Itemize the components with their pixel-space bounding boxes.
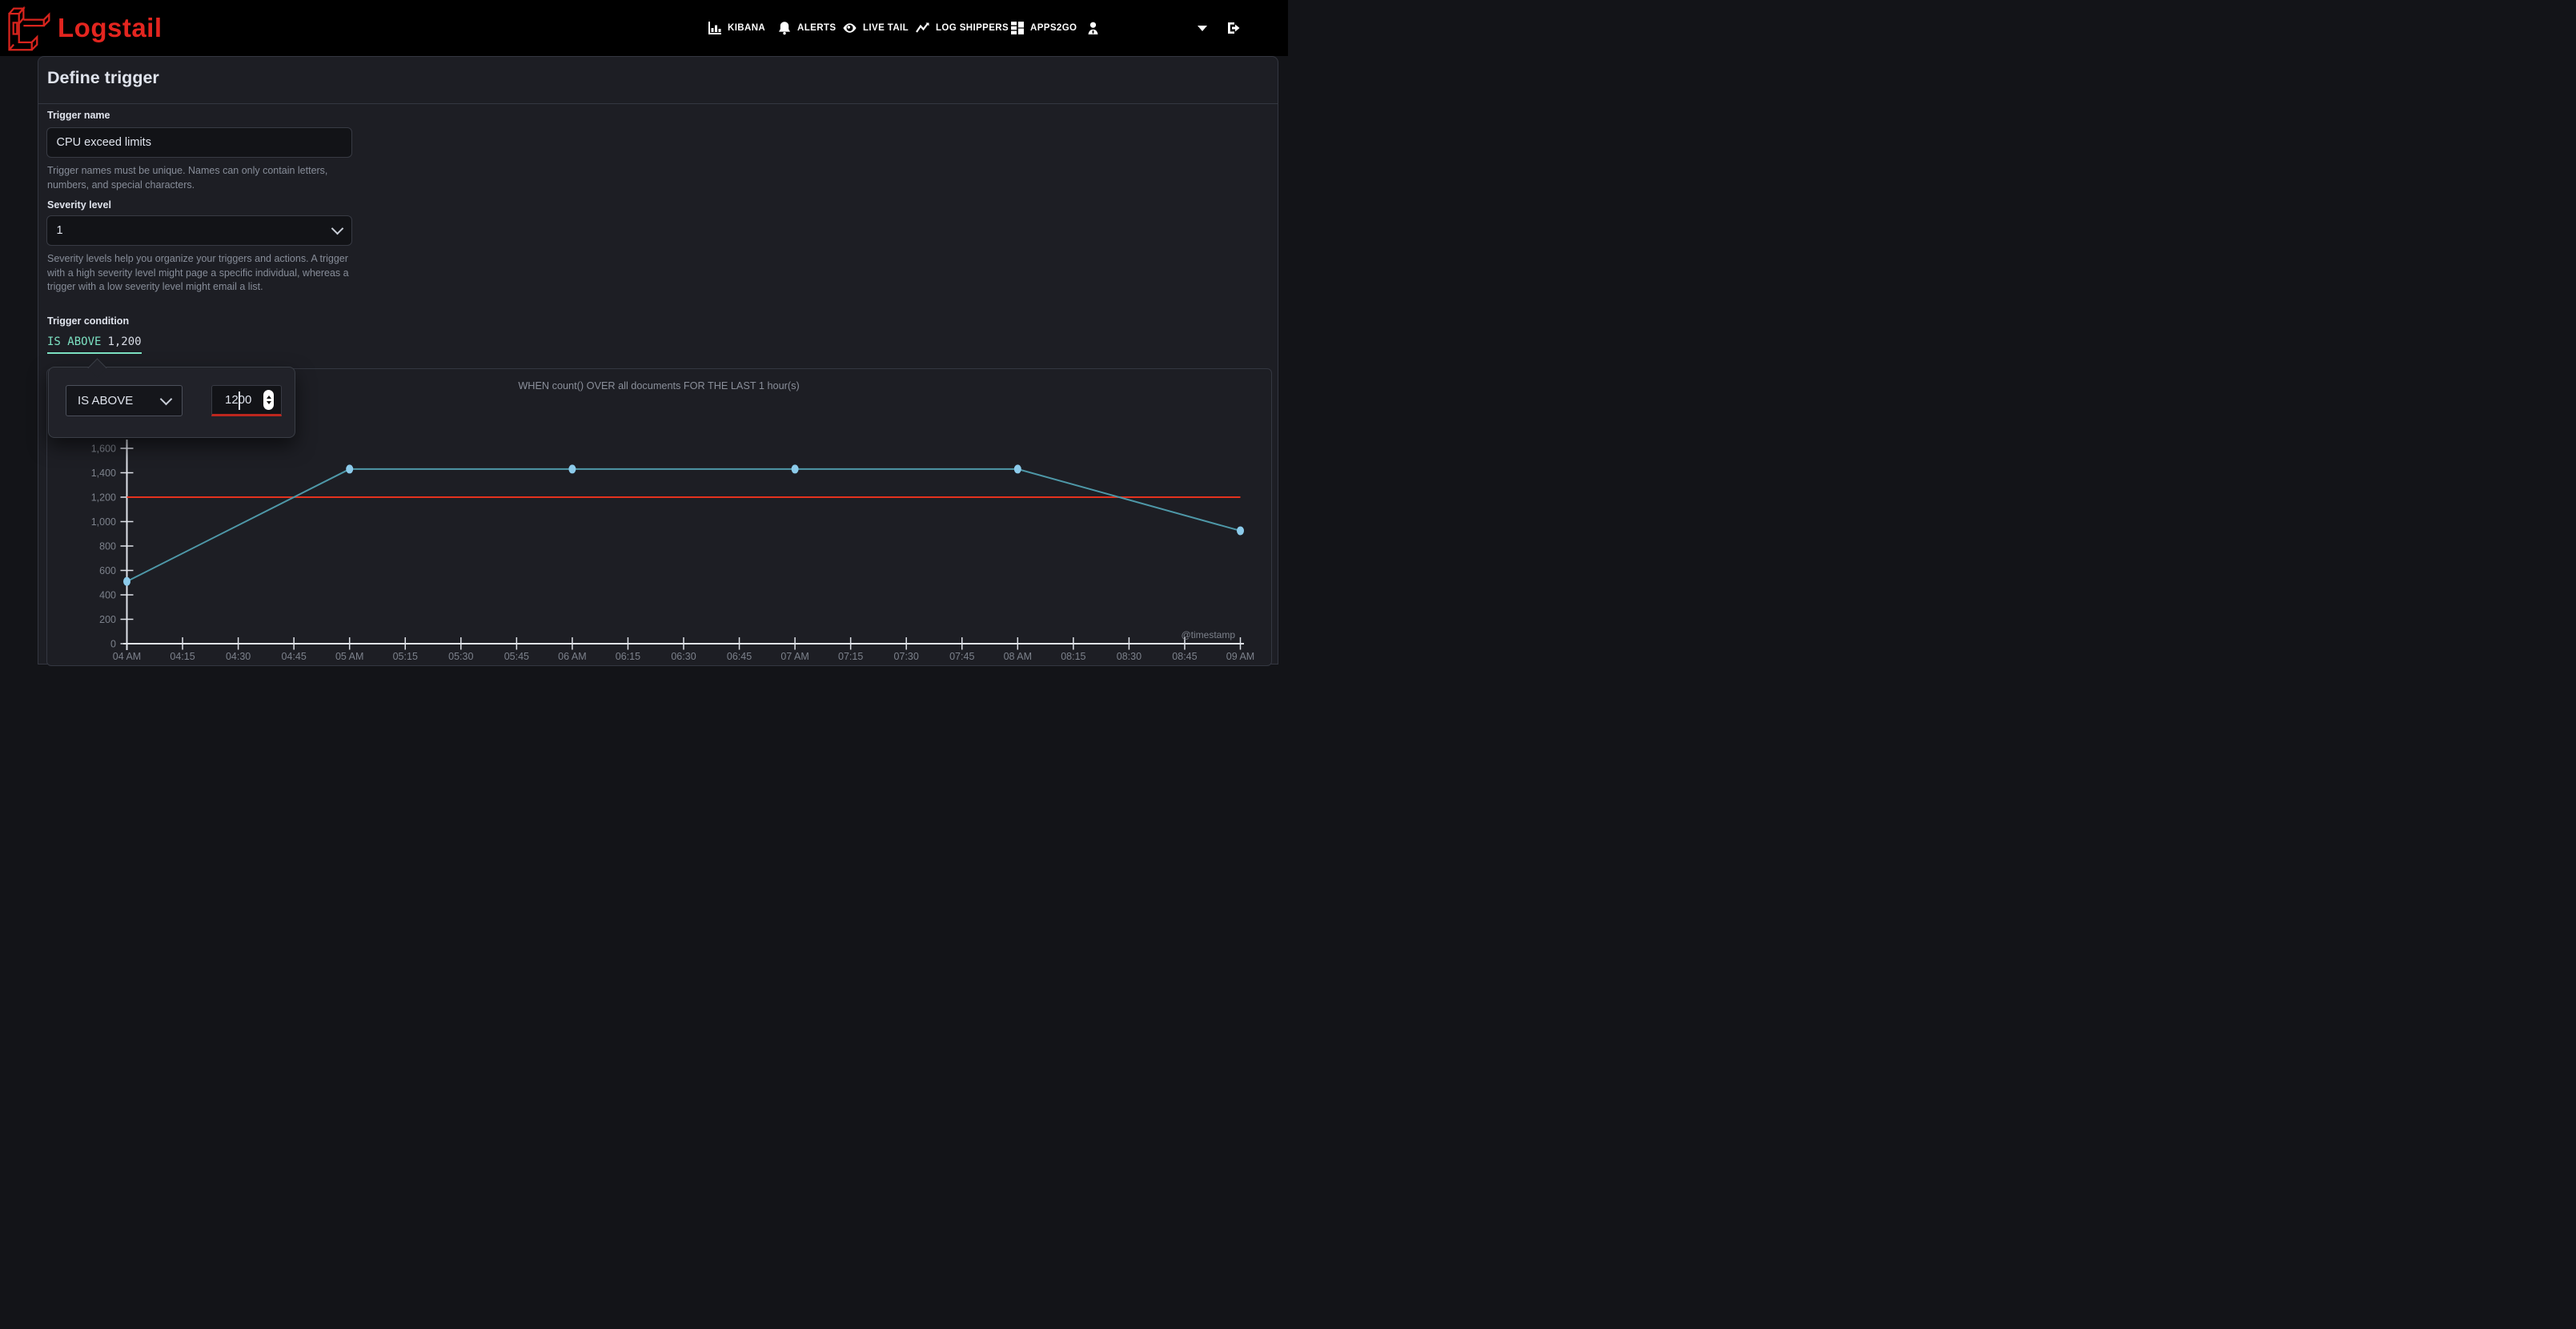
svg-text:07:30: 07:30 (893, 651, 918, 662)
svg-text:08:30: 08:30 (1116, 651, 1141, 662)
svg-text:07:15: 07:15 (838, 651, 863, 662)
condition-value: 1,200 (107, 335, 141, 348)
svg-text:05:30: 05:30 (448, 651, 473, 662)
nav-item-apps2go[interactable]: APPS2GO (1010, 0, 1077, 56)
nav-label-log-shippers: LOG SHIPPERS (936, 23, 1009, 33)
severity-level-help: Severity levels help you organize your t… (47, 252, 359, 295)
spinner-down-icon (267, 401, 271, 404)
nav-label-apps2go: APPS2GO (1030, 23, 1077, 33)
svg-text:04:45: 04:45 (281, 651, 306, 662)
svg-text:08:15: 08:15 (1061, 651, 1085, 662)
nav-label-live-tail: LIVE TAIL (863, 23, 909, 33)
logout-icon (1226, 20, 1242, 36)
svg-text:0: 0 (110, 639, 116, 650)
nav-item-live-tail[interactable]: LIVE TAIL (842, 0, 909, 56)
popover-arrow (87, 358, 106, 377)
svg-text:04:30: 04:30 (225, 651, 250, 662)
svg-text:06:30: 06:30 (671, 651, 696, 662)
condition-threshold-input[interactable]: 1200 (211, 385, 282, 416)
nav-item-kibana[interactable]: KIBANA (708, 0, 765, 56)
grid-icon (1010, 21, 1025, 35)
logout-button[interactable] (1226, 0, 1242, 56)
logstail-logo-icon (3, 4, 53, 52)
eye-icon (842, 21, 857, 35)
trigger-name-label: Trigger name (47, 110, 110, 121)
severity-level-label: Severity level (47, 199, 111, 211)
bell-icon (777, 21, 792, 35)
user-account-button[interactable] (1085, 0, 1101, 56)
trigger-name-help: Trigger names must be unique. Names can … (47, 164, 355, 192)
svg-text:1,000: 1,000 (90, 516, 115, 528)
svg-text:05:45: 05:45 (504, 651, 528, 662)
svg-text:200: 200 (99, 614, 116, 625)
svg-text:08 AM: 08 AM (1003, 651, 1031, 662)
svg-text:06:15: 06:15 (615, 651, 640, 662)
svg-text:@timestamp: @timestamp (1181, 629, 1235, 640)
condition-popover: IS ABOVE 1200 (48, 367, 295, 438)
nav-item-log-shippers[interactable]: LOG SHIPPERS (916, 0, 1009, 56)
svg-text:400: 400 (99, 590, 116, 601)
severity-level-select[interactable]: 1 (46, 215, 352, 246)
svg-text:05 AM: 05 AM (335, 651, 363, 662)
top-navbar: Logstail KIBANA ALERTS LIVE TAIL LOG SHI… (0, 0, 1288, 56)
svg-text:09 AM: 09 AM (1226, 651, 1254, 662)
chevron-down-icon (1198, 26, 1207, 31)
svg-text:07 AM: 07 AM (780, 651, 809, 662)
svg-text:600: 600 (99, 565, 116, 576)
activity-icon (916, 21, 930, 35)
condition-operator: IS ABOVE (47, 335, 101, 348)
severity-level-value: 1 (57, 224, 63, 237)
svg-text:04 AM: 04 AM (112, 651, 140, 662)
spinner-up-icon (267, 395, 271, 399)
brand-name[interactable]: Logstail (58, 0, 163, 56)
page-title: Define trigger (47, 68, 159, 88)
svg-text:06:45: 06:45 (726, 651, 751, 662)
svg-text:08:45: 08:45 (1172, 651, 1197, 662)
nav-item-alerts[interactable]: ALERTS (777, 0, 836, 56)
svg-text:04:15: 04:15 (170, 651, 195, 662)
svg-text:1,200: 1,200 (90, 492, 115, 504)
svg-text:1,400: 1,400 (90, 468, 115, 479)
chevron-down-icon (331, 222, 343, 235)
define-trigger-panel: Define trigger Trigger name CPU exceed l… (38, 56, 1278, 664)
text-cursor (239, 391, 240, 410)
title-divider (38, 103, 1278, 104)
person-icon (1085, 21, 1101, 36)
number-spinner[interactable] (263, 390, 274, 410)
user-menu-toggle[interactable] (1198, 0, 1207, 56)
svg-text:06 AM: 06 AM (558, 651, 586, 662)
trigger-condition-link[interactable]: IS ABOVE 1,200 (47, 335, 142, 354)
bar-chart-icon (708, 21, 722, 35)
svg-text:1,600: 1,600 (90, 444, 115, 455)
trigger-name-input[interactable]: CPU exceed limits (46, 127, 352, 158)
nav-label-alerts: ALERTS (797, 23, 836, 33)
svg-text:05:15: 05:15 (392, 651, 417, 662)
condition-operator-select[interactable]: IS ABOVE (66, 385, 183, 416)
operator-value: IS ABOVE (78, 394, 133, 408)
nav-label-kibana: KIBANA (728, 23, 765, 33)
svg-text:07:45: 07:45 (949, 651, 974, 662)
chevron-down-icon (160, 392, 173, 405)
svg-text:800: 800 (99, 541, 116, 552)
trigger-condition-label: Trigger condition (47, 315, 129, 327)
trigger-name-value: CPU exceed limits (57, 136, 151, 149)
